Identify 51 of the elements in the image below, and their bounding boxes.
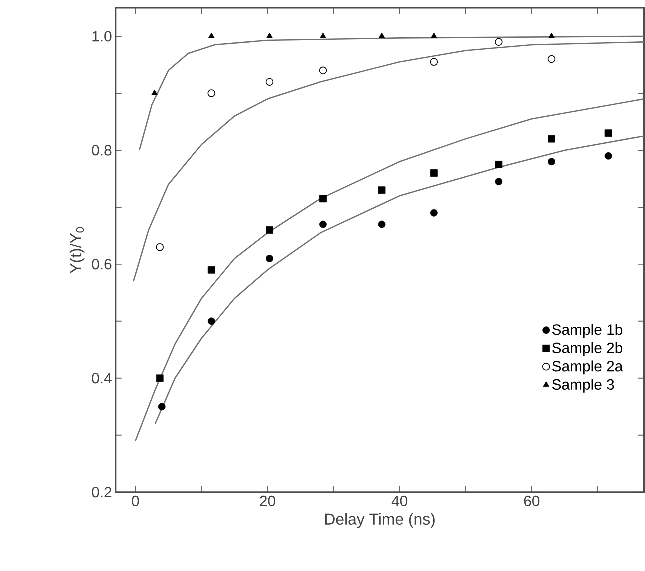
line-series: [135, 98, 644, 442]
x-tick-label: 40: [392, 496, 408, 506]
point: [156, 374, 164, 382]
point: [208, 32, 215, 38]
legend-label: Sample 2a: [552, 360, 624, 375]
y-tick-label: 0.4: [92, 372, 112, 384]
point: [266, 32, 273, 38]
point: [495, 160, 503, 168]
point: [548, 55, 556, 64]
point: [158, 403, 166, 410]
point: [320, 195, 327, 202]
point: [548, 135, 556, 143]
point: [604, 130, 612, 137]
legend-label: Sample 3: [552, 378, 614, 393]
y-axis-title: Y(t)/Y$_{0}$: [70, 227, 85, 274]
point: [152, 90, 158, 96]
point: [320, 32, 326, 38]
point: [208, 318, 216, 325]
point: [319, 66, 328, 74]
line-series: [133, 41, 644, 282]
point: [495, 178, 503, 186]
x-tick-label: 0: [132, 496, 140, 506]
point: [604, 152, 612, 160]
legend-label: Sample 2b: [552, 342, 623, 356]
point: [548, 158, 556, 166]
point: [208, 266, 216, 274]
x-tick-label: 20: [260, 496, 276, 506]
point: [548, 32, 555, 38]
point: [266, 78, 274, 86]
legend-label: Sample 1b: [552, 324, 623, 338]
point: [430, 32, 438, 38]
line-series: [154, 135, 644, 425]
point: [156, 243, 164, 252]
point: [266, 226, 274, 234]
point: [430, 209, 438, 217]
y-tick-label: 0.8: [92, 145, 112, 156]
point: [266, 254, 274, 262]
y-tick-label: 0.6: [92, 259, 112, 270]
point: [320, 220, 327, 228]
point: [208, 89, 216, 98]
point: [378, 220, 386, 228]
x-tick-label: 60: [524, 496, 540, 506]
point: [430, 58, 438, 66]
point: [378, 32, 386, 38]
line-series: [138, 36, 644, 151]
x-axis-title: Delay Time (ns): [325, 513, 435, 528]
y-tick-label: 1.0: [92, 31, 112, 42]
point: [430, 169, 438, 177]
point: [495, 38, 503, 46]
y-tick-label: 0.2: [92, 486, 112, 498]
point: [378, 186, 386, 194]
